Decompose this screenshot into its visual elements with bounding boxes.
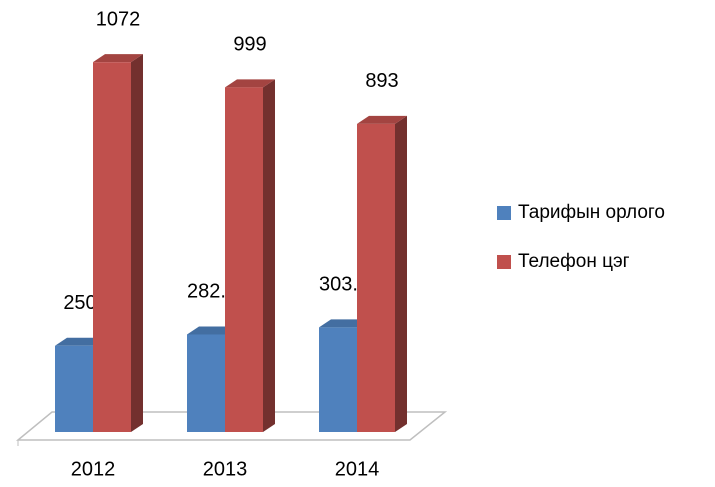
bar xyxy=(225,79,275,432)
legend-label: Телефон цэг xyxy=(518,251,630,272)
bar xyxy=(357,115,407,432)
data-label: 1072 xyxy=(96,8,141,30)
bar xyxy=(93,54,143,432)
bar-front xyxy=(225,87,263,432)
bar-top xyxy=(225,79,275,88)
bar-side xyxy=(263,79,275,432)
bar-top xyxy=(319,319,369,328)
legend-label: Тарифын орлого xyxy=(518,202,665,223)
x-tick-label: 2013 xyxy=(203,458,248,480)
x-tick-label: 2012 xyxy=(71,458,116,480)
bar-front xyxy=(187,334,225,432)
bar-front xyxy=(93,62,131,432)
x-tick-label: 2014 xyxy=(335,458,380,480)
data-label: 893 xyxy=(365,70,398,92)
bar-front xyxy=(357,123,395,432)
bar-top xyxy=(187,326,237,335)
bar-side xyxy=(395,115,407,432)
legend-swatch xyxy=(497,206,511,220)
bar-front xyxy=(55,345,93,432)
data-label: 999 xyxy=(233,34,266,56)
legend-swatch xyxy=(497,255,511,269)
bar-top xyxy=(55,337,105,346)
data-label: 250 xyxy=(63,292,96,314)
bar-top xyxy=(93,54,143,63)
data-label: 282.7 xyxy=(187,281,237,303)
data-label: 303.2 xyxy=(319,274,369,296)
bar-top xyxy=(357,115,407,124)
bar-front xyxy=(319,327,357,432)
bar-side xyxy=(131,54,143,432)
